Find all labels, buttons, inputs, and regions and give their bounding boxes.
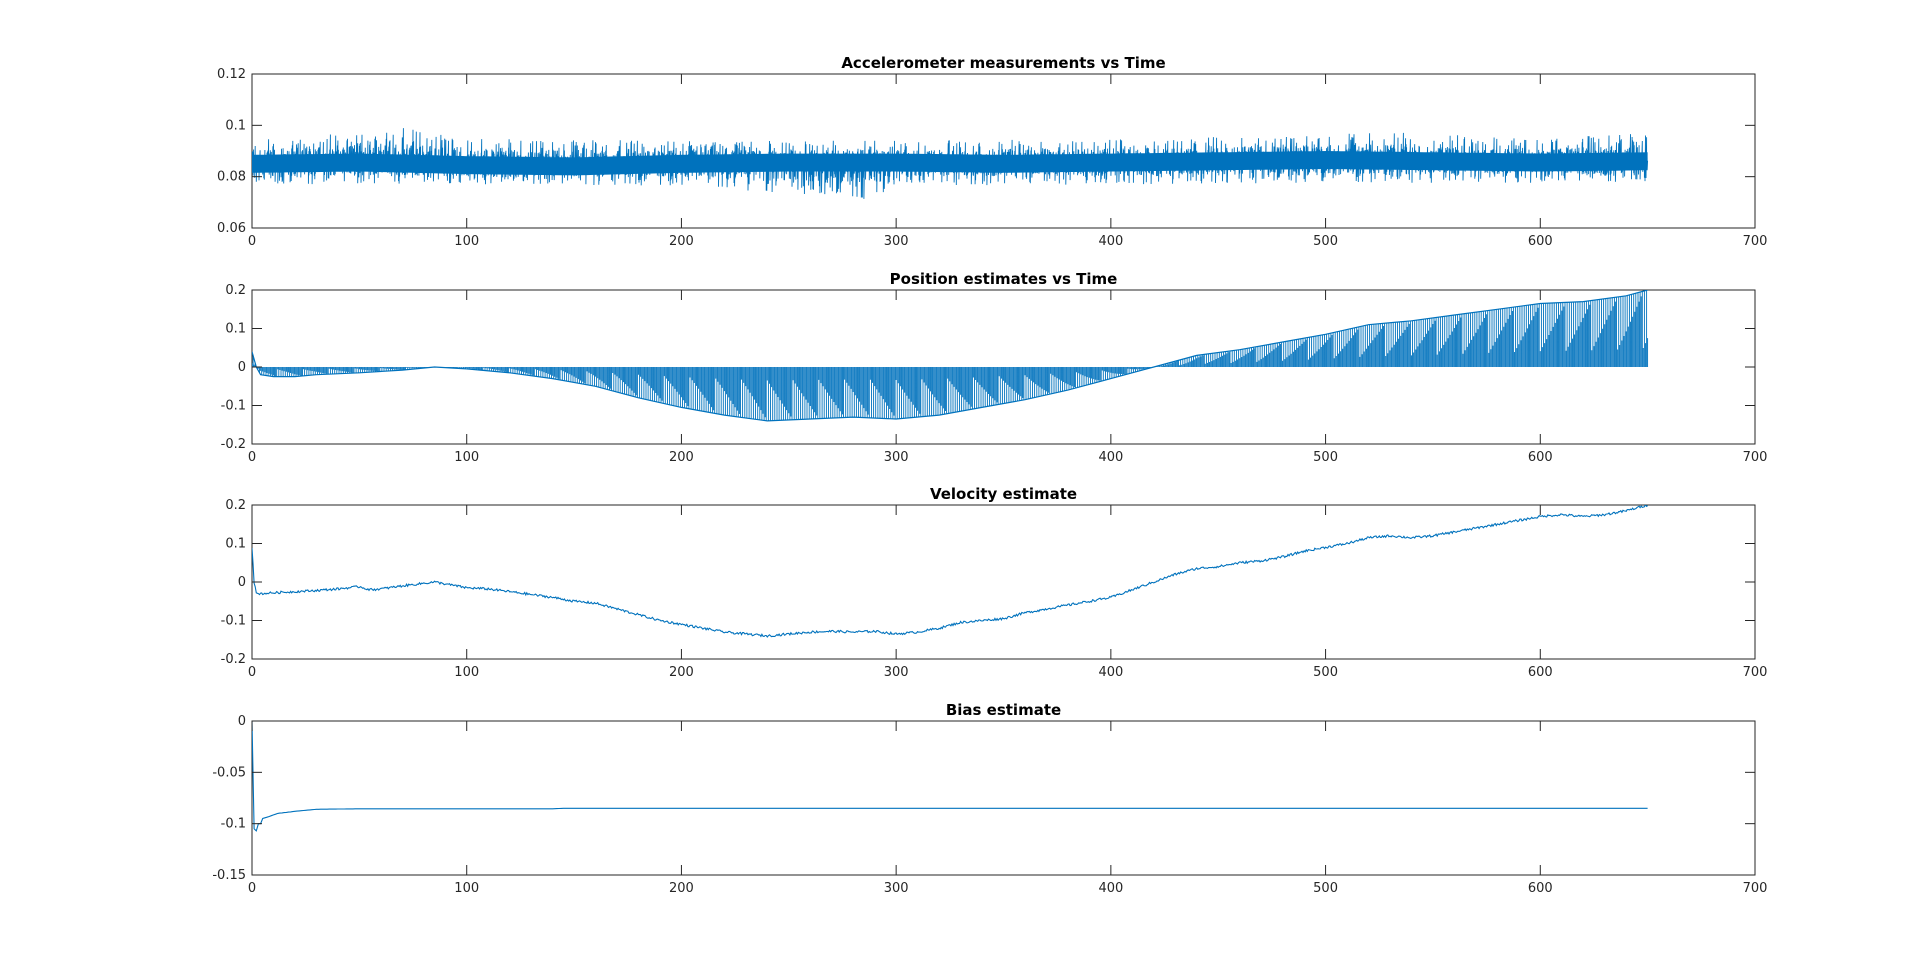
accelerometer-data [252,128,1649,199]
velocity-xtick-label: 200 [669,665,694,680]
accelerometer-ytick-label: 0.12 [217,67,246,82]
position-xtick-label: 200 [669,450,694,465]
bias-xtick-label: 0 [248,881,256,896]
position-xtick-label: 0 [248,450,256,465]
accelerometer-xtick-label: 400 [1098,234,1123,249]
accelerometer-ytick-label: 0.06 [217,221,246,236]
accelerometer-xtick-label: 700 [1743,234,1768,249]
accelerometer-plot: 0 100 200 300 400 500 600 700 0.06 0.08 0.1 0.12 Acc… [217,54,1767,249]
position-title: Position estimates vs Time [890,270,1118,288]
bias-xtick-label: 600 [1528,881,1553,896]
bias-data [252,721,1648,832]
velocity-ytick-label: -0.1 [221,614,246,629]
velocity-xtick-label: 600 [1528,665,1553,680]
position-data [252,290,1649,422]
bias-axes [251,720,1756,876]
position-series-envelope [252,290,1648,422]
velocity-xtick-label: 400 [1098,665,1123,680]
velocity-ytick-label: 0.2 [225,498,246,513]
velocity-ytick-label: -0.2 [221,652,246,667]
velocity-ytick-label: 0.1 [225,537,246,552]
velocity-xtick-label: 0 [248,665,256,680]
accelerometer-xtick-label: 0 [248,234,256,249]
accelerometer-title: Accelerometer measurements vs Time [841,54,1165,72]
accelerometer-ytick-label: 0.08 [217,170,246,185]
accelerometer-series-core [252,151,1648,176]
bias-xtick-label: 200 [669,881,694,896]
bias-xtick-label: 700 [1743,881,1768,896]
velocity-axes [251,504,1756,660]
bias-xtick-label: 400 [1098,881,1123,896]
velocity-xtick-label: 300 [884,665,909,680]
velocity-xtick-label: 700 [1743,665,1768,680]
bias-ytick-label: -0.1 [221,817,246,832]
position-xtick-label: 500 [1313,450,1338,465]
position-xtick-label: 600 [1528,450,1553,465]
position-ytick-label: 0.1 [225,322,246,337]
velocity-plot: 0 100 200 300 400 500 600 700 -0.2 -0.1 0 0.1 0.2 Vel… [221,485,1768,680]
position-xtick-label: 700 [1743,450,1768,465]
bias-plot: 0 100 200 300 400 500 600 700 -0.15 -0.1 -0.05 0 Bia… [212,701,1767,896]
velocity-ytick-label: 0 [238,575,246,590]
position-ytick-label: -0.2 [221,437,246,452]
velocity-xtick-label: 500 [1313,665,1338,680]
bias-ytick-label: 0 [238,714,246,729]
bias-ytick-label: -0.05 [212,765,246,780]
position-ytick-label: -0.1 [221,399,246,414]
subplots: 0 100 200 300 400 500 600 700 0.06 0.08 0.1 0.12 Acc… [212,54,1767,896]
position-ytick-label: 0 [238,360,246,375]
bias-xtick-label: 500 [1313,881,1338,896]
position-xtick-label: 100 [454,450,479,465]
position-series-stems [252,290,1649,421]
accelerometer-xtick-label: 500 [1313,234,1338,249]
velocity-series-line [252,505,1648,638]
accelerometer-ytick-label: 0.1 [225,118,246,133]
velocity-data [252,505,1648,638]
position-xtick-label: 300 [884,450,909,465]
accelerometer-xtick-label: 300 [884,234,909,249]
accelerometer-xtick-label: 200 [669,234,694,249]
bias-xtick-label: 100 [454,881,479,896]
accelerometer-xtick-label: 600 [1528,234,1553,249]
bias-title: Bias estimate [946,701,1061,719]
accelerometer-xtick-label: 100 [454,234,479,249]
position-ytick-label: 0.2 [225,283,246,298]
position-plot: 0 100 200 300 400 500 600 700 -0.2 -0.1 0 0.1 0.2 Pos… [221,270,1768,465]
bias-xtick-label: 300 [884,881,909,896]
bias-series-line [252,721,1648,832]
accelerometer-axes [251,73,1756,229]
bias-ytick-label: -0.15 [212,868,246,883]
velocity-xtick-label: 100 [454,665,479,680]
position-xtick-label: 400 [1098,450,1123,465]
velocity-title: Velocity estimate [930,485,1077,503]
